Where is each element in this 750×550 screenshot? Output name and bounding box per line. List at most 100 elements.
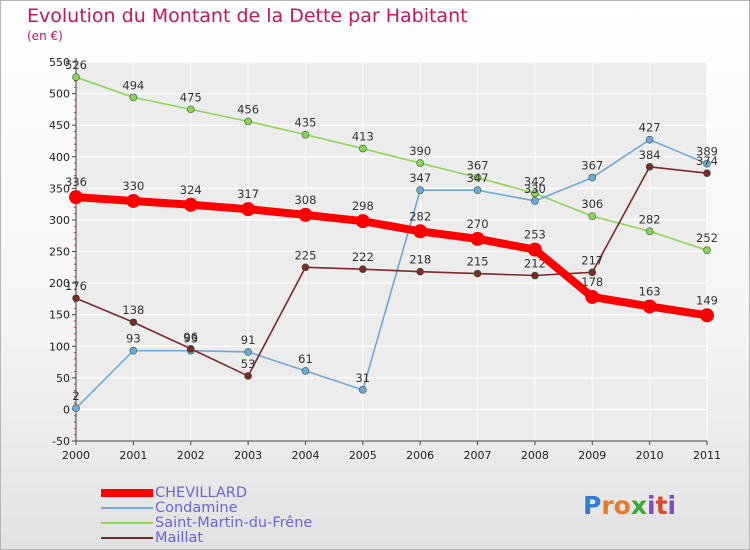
data-point bbox=[416, 159, 424, 167]
logo-letter: i bbox=[647, 491, 656, 520]
y-tick-label: 400 bbox=[49, 151, 70, 164]
data-label: 324 bbox=[180, 183, 202, 197]
data-label: 347 bbox=[467, 171, 489, 185]
data-point bbox=[531, 271, 539, 280]
data-point bbox=[129, 318, 138, 327]
data-label: 427 bbox=[639, 121, 661, 135]
data-label: 93 bbox=[126, 332, 141, 346]
data-label: 336 bbox=[65, 175, 87, 189]
x-tick-label: 2004 bbox=[291, 449, 319, 462]
data-label: 163 bbox=[639, 284, 661, 298]
legend-swatch-saint-martin bbox=[101, 522, 153, 524]
data-point bbox=[355, 214, 370, 229]
data-label: 374 bbox=[696, 154, 718, 168]
data-point bbox=[186, 105, 195, 114]
data-label: 390 bbox=[409, 144, 431, 158]
data-label: 389 bbox=[696, 145, 718, 159]
data-point bbox=[301, 130, 310, 139]
data-label: 96 bbox=[183, 330, 198, 344]
x-tick-label: 2009 bbox=[578, 449, 606, 462]
data-point bbox=[588, 173, 597, 182]
x-tick-label: 2007 bbox=[464, 449, 492, 462]
data-label: 435 bbox=[294, 116, 316, 130]
data-point bbox=[473, 173, 482, 182]
legend-swatch-condamine bbox=[101, 507, 153, 509]
data-label: 215 bbox=[467, 255, 489, 269]
data-label: 138 bbox=[122, 303, 144, 317]
y-tick-label: 50 bbox=[56, 372, 70, 385]
data-point bbox=[642, 299, 657, 314]
data-point bbox=[645, 227, 654, 236]
data-label: 342 bbox=[524, 174, 546, 188]
y-tick-label: 500 bbox=[49, 88, 70, 101]
data-point bbox=[359, 386, 367, 394]
data-label: 494 bbox=[122, 78, 144, 92]
data-point bbox=[72, 404, 80, 412]
data-label: 149 bbox=[696, 293, 718, 307]
x-tick-label: 2000 bbox=[62, 449, 90, 462]
data-point bbox=[473, 186, 482, 195]
data-point bbox=[244, 117, 252, 126]
series-line-saint-martin-du-fr-ne bbox=[75, 76, 708, 252]
data-point bbox=[129, 93, 138, 102]
logo-letter: i bbox=[667, 491, 677, 520]
y-tick-label: -50 bbox=[52, 435, 70, 448]
logo-letter: P bbox=[583, 491, 602, 520]
chart-subtitle: (en €) bbox=[27, 29, 63, 43]
data-point bbox=[588, 268, 597, 277]
data-point bbox=[473, 269, 482, 278]
y-tick-label: 300 bbox=[49, 214, 70, 227]
data-point bbox=[416, 186, 424, 195]
data-label: 330 bbox=[524, 182, 546, 196]
logo-letter: r bbox=[601, 491, 614, 520]
data-label: 93 bbox=[183, 332, 198, 346]
data-label: 61 bbox=[298, 352, 313, 366]
data-point bbox=[527, 242, 542, 257]
data-point bbox=[359, 265, 367, 273]
data-point bbox=[588, 212, 597, 220]
data-label: 53 bbox=[241, 357, 256, 371]
x-tick-label: 2003 bbox=[234, 449, 262, 462]
data-label: 253 bbox=[524, 228, 546, 242]
data-label: 252 bbox=[696, 231, 718, 245]
data-point bbox=[72, 73, 80, 81]
data-point bbox=[416, 267, 424, 276]
legend-swatch-chevillard bbox=[101, 489, 153, 497]
series-line-chevillard bbox=[72, 193, 711, 320]
data-point bbox=[244, 372, 252, 380]
data-label: 225 bbox=[294, 248, 316, 262]
data-point bbox=[703, 246, 711, 255]
logo-letter: x bbox=[630, 491, 647, 520]
data-label: 317 bbox=[237, 187, 259, 201]
data-label: 367 bbox=[467, 159, 489, 173]
legend-swatch-maillat bbox=[101, 537, 153, 539]
y-tick-label: 150 bbox=[49, 309, 70, 322]
data-label: 212 bbox=[524, 257, 546, 271]
x-tick-label: 2002 bbox=[177, 449, 205, 462]
data-label: 176 bbox=[65, 279, 87, 293]
data-point bbox=[585, 289, 600, 304]
data-label: 298 bbox=[352, 199, 374, 213]
data-label: 217 bbox=[581, 253, 603, 267]
data-label: 475 bbox=[180, 90, 202, 104]
data-label: 367 bbox=[581, 159, 603, 173]
logo-letter: t bbox=[655, 491, 668, 520]
data-label: 31 bbox=[355, 371, 370, 385]
data-point bbox=[244, 348, 252, 356]
series-line-condamine bbox=[75, 138, 708, 409]
data-point bbox=[72, 294, 80, 303]
data-label: 456 bbox=[237, 102, 259, 116]
data-point bbox=[186, 344, 195, 353]
data-label: 347 bbox=[409, 171, 431, 185]
data-label: 306 bbox=[581, 197, 603, 211]
data-label: 384 bbox=[639, 148, 661, 162]
legend-label-condamine: Condamine bbox=[155, 500, 238, 516]
data-point bbox=[301, 263, 310, 272]
y-tick-label: 250 bbox=[49, 246, 70, 259]
data-point bbox=[359, 144, 367, 153]
logo-letter: o bbox=[613, 491, 631, 520]
data-label: 178 bbox=[581, 275, 603, 289]
legend-label-maillat: Maillat bbox=[155, 530, 204, 546]
